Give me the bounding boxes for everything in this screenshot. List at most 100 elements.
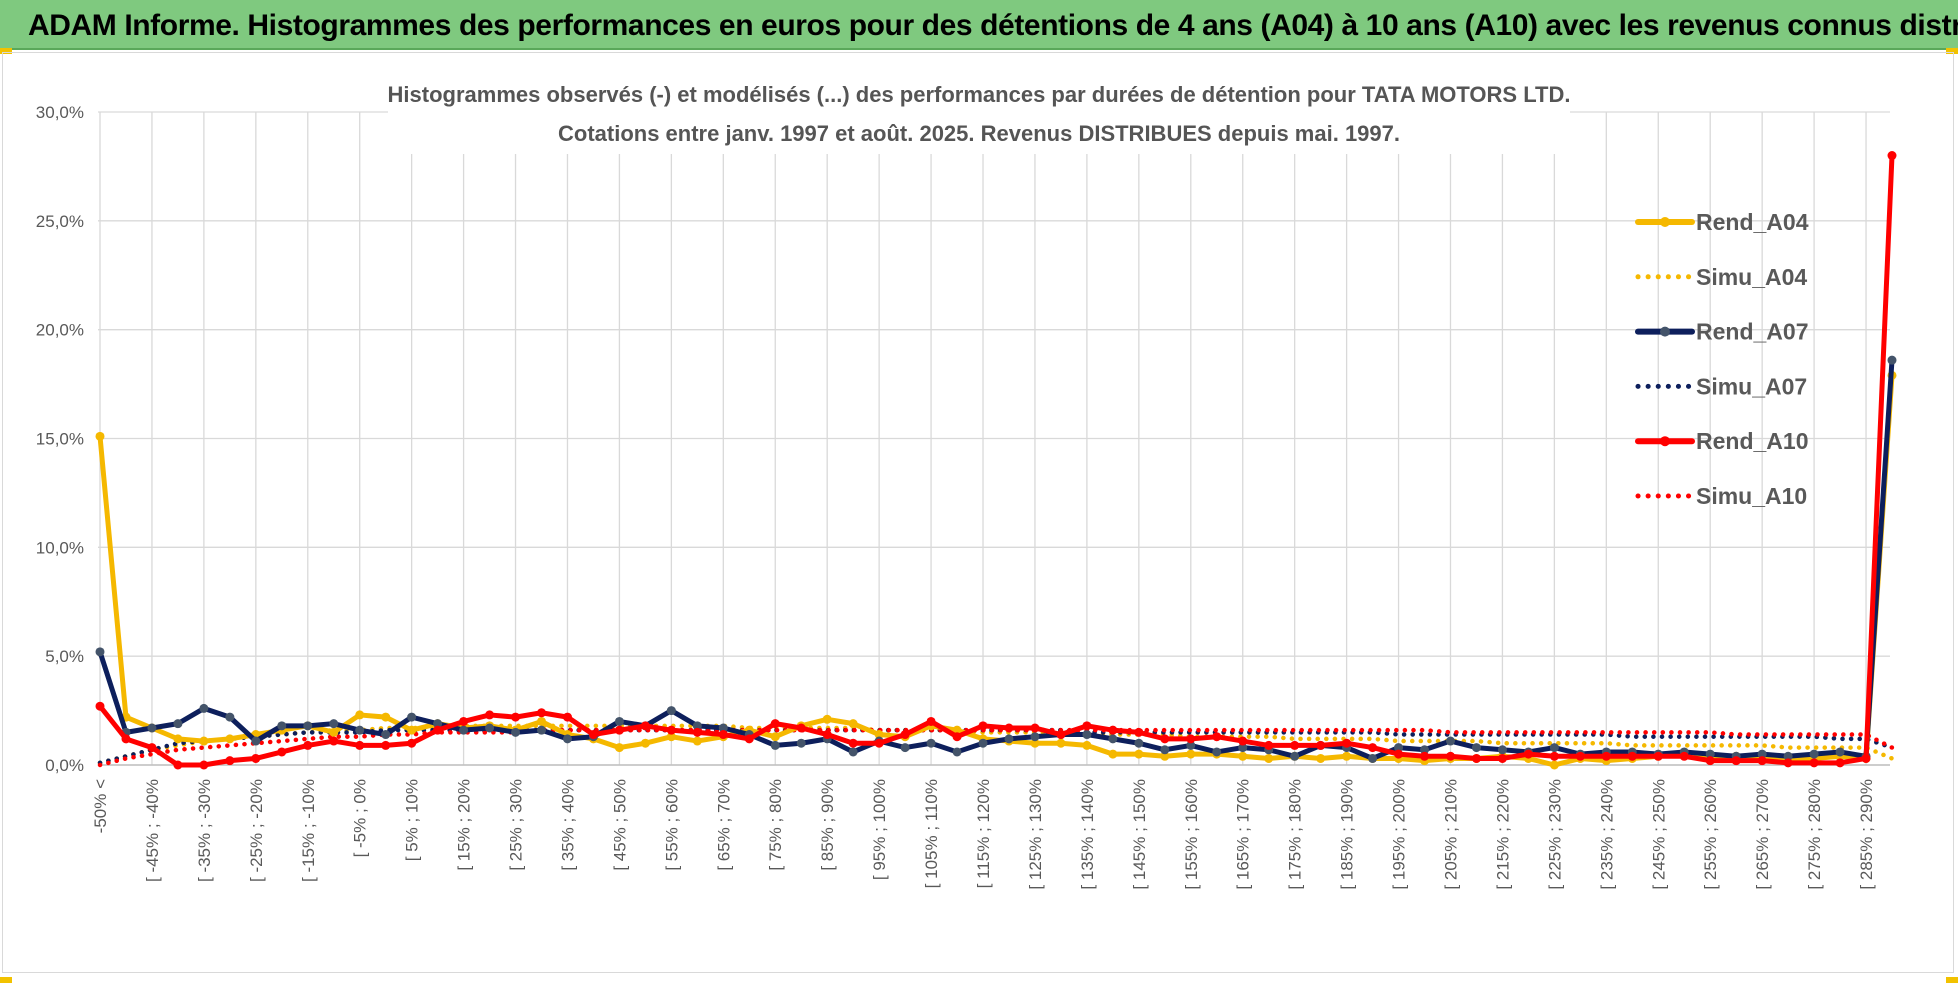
data-point — [640, 738, 650, 748]
series-line — [97, 153, 1895, 768]
data-point — [874, 738, 884, 748]
x-tick-label: [ 165% ; 170% — [1234, 779, 1253, 890]
data-point — [1264, 740, 1274, 750]
corner-marker-bottom-right — [1946, 977, 1958, 983]
data-point — [1186, 740, 1196, 750]
series-line — [97, 727, 1895, 768]
x-tick-label: [ -35% ; -30% — [195, 779, 214, 882]
legend-marker — [1660, 217, 1670, 227]
legend-label: Simu_A04 — [1696, 264, 1807, 290]
data-point — [381, 740, 391, 750]
data-point — [640, 721, 650, 731]
data-point — [692, 736, 702, 746]
data-point — [848, 738, 858, 748]
x-tick-label: [ -45% ; -40% — [143, 779, 162, 882]
legend-item: Rend_A07 — [1635, 319, 1808, 345]
data-point — [1549, 743, 1559, 753]
data-point — [1134, 738, 1144, 748]
data-point — [1757, 756, 1767, 766]
y-tick-label: 0,0% — [45, 756, 84, 775]
x-tick-label: [ 25% ; 30% — [507, 779, 526, 871]
data-point — [199, 703, 209, 713]
data-point — [1342, 751, 1352, 761]
legend-item: Simu_A07 — [1635, 373, 1807, 399]
gridlines — [98, 111, 1890, 766]
data-point — [952, 732, 962, 742]
data-point — [1575, 751, 1585, 761]
data-point — [822, 730, 832, 740]
y-tick-label: 5,0% — [45, 647, 84, 666]
x-tick-label: [ 265% ; 270% — [1753, 779, 1772, 890]
corner-marker-top-right — [1946, 48, 1958, 54]
data-point — [537, 716, 547, 726]
data-point — [718, 723, 728, 733]
x-tick-label: [ -5% ; 0% — [351, 779, 370, 857]
data-point — [303, 740, 313, 750]
data-point — [1809, 758, 1819, 768]
data-point — [1471, 753, 1481, 763]
x-tick-label: [ 285% ; 290% — [1857, 779, 1876, 890]
data-point — [407, 712, 417, 722]
data-point — [588, 730, 598, 740]
data-point — [1783, 758, 1793, 768]
data-point — [1082, 740, 1092, 750]
data-point — [874, 730, 884, 740]
data-point — [173, 719, 183, 729]
x-tick-label: [ 125% ; 130% — [1026, 779, 1045, 890]
x-tick-label: [ 115% ; 120% — [974, 779, 993, 888]
data-point — [1549, 751, 1559, 761]
series-line — [97, 727, 1895, 766]
x-tick-label: [ 105% ; 110% — [922, 779, 941, 888]
data-point — [744, 734, 754, 744]
x-tick-label: -50% < — [91, 779, 110, 833]
data-point — [692, 721, 702, 731]
data-point — [121, 734, 131, 744]
data-point — [407, 738, 417, 748]
data-point — [511, 727, 521, 737]
data-point — [199, 760, 209, 770]
data-point — [329, 719, 339, 729]
data-point — [666, 732, 676, 742]
x-tick-label: [ 245% ; 250% — [1649, 779, 1668, 890]
data-point — [277, 721, 287, 731]
data-point — [1861, 753, 1871, 763]
data-point — [537, 708, 547, 718]
data-point — [1627, 751, 1637, 761]
legend-item: Rend_A10 — [1635, 428, 1808, 454]
x-tick-label: [ 155% ; 160% — [1182, 779, 1201, 890]
data-point — [848, 747, 858, 757]
x-axis-ticks: -50% < [ -45% ; -40% [ -35% ; -30% [ -25% ;… — [91, 779, 1876, 890]
data-point — [796, 738, 806, 748]
data-point — [692, 727, 702, 737]
data-point — [1238, 743, 1248, 753]
x-tick-label: [ -25% ; -20% — [247, 779, 266, 882]
data-point — [926, 738, 936, 748]
data-point — [926, 716, 936, 726]
data-point — [1160, 751, 1170, 761]
legend-item: Rend_A04 — [1635, 209, 1809, 235]
report-banner: ADAM Informe. Histogrammes des performan… — [0, 0, 1958, 50]
x-tick-label: [ 75% ; 80% — [766, 779, 785, 871]
data-point — [433, 719, 443, 729]
data-point — [1212, 747, 1222, 757]
data-point — [718, 730, 728, 740]
data-point — [1134, 727, 1144, 737]
data-point — [277, 747, 287, 757]
data-point — [147, 723, 157, 733]
data-point — [562, 712, 572, 722]
data-point — [1342, 738, 1352, 748]
data-point — [562, 734, 572, 744]
series-line — [97, 357, 1895, 761]
data-point — [95, 431, 105, 441]
data-point — [537, 725, 547, 735]
data-point — [1757, 749, 1767, 759]
data-point — [355, 710, 365, 720]
data-point — [1835, 747, 1845, 757]
data-point — [1004, 723, 1014, 733]
data-point — [1394, 743, 1404, 753]
data-point — [1056, 730, 1066, 740]
data-point — [1731, 756, 1741, 766]
data-point — [1783, 751, 1793, 761]
data-point — [822, 714, 832, 724]
